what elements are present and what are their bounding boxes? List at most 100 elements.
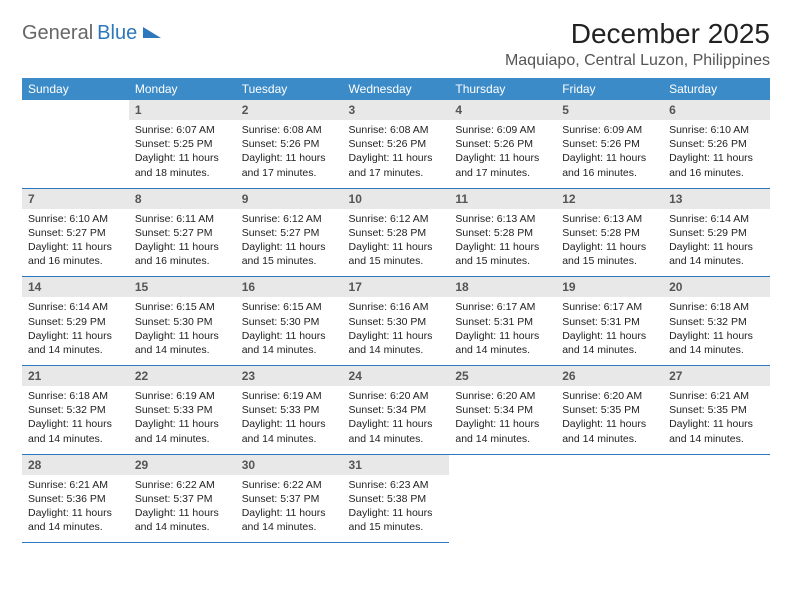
info-line: and 14 minutes. xyxy=(669,343,764,357)
info-line: Sunset: 5:25 PM xyxy=(135,137,230,151)
info-line: and 14 minutes. xyxy=(669,254,764,268)
info-line: and 17 minutes. xyxy=(349,166,444,180)
info-line: Daylight: 11 hours xyxy=(349,240,444,254)
day-cell: 14Sunrise: 6:14 AMSunset: 5:29 PMDayligh… xyxy=(22,277,129,366)
info-line: Sunset: 5:36 PM xyxy=(28,492,123,506)
info-line: Sunset: 5:27 PM xyxy=(242,226,337,240)
info-line: Daylight: 11 hours xyxy=(562,329,657,343)
day-cell: 29Sunrise: 6:22 AMSunset: 5:37 PMDayligh… xyxy=(129,454,236,543)
day-info: Sunrise: 6:23 AMSunset: 5:38 PMDaylight:… xyxy=(343,475,450,543)
day-number: 6 xyxy=(663,100,770,120)
info-line: and 17 minutes. xyxy=(242,166,337,180)
info-line: Sunrise: 6:14 AM xyxy=(669,212,764,226)
info-line: and 14 minutes. xyxy=(455,343,550,357)
logo-word-blue: Blue xyxy=(97,22,137,45)
info-line: and 14 minutes. xyxy=(242,432,337,446)
day-info: Sunrise: 6:15 AMSunset: 5:30 PMDaylight:… xyxy=(129,297,236,365)
info-line: Daylight: 11 hours xyxy=(242,240,337,254)
triangle-icon xyxy=(143,27,161,38)
info-line: and 14 minutes. xyxy=(28,343,123,357)
day-cell: 6Sunrise: 6:10 AMSunset: 5:26 PMDaylight… xyxy=(663,100,770,188)
day-cell xyxy=(22,100,129,188)
info-line: Sunset: 5:27 PM xyxy=(135,226,230,240)
day-cell: 21Sunrise: 6:18 AMSunset: 5:32 PMDayligh… xyxy=(22,366,129,455)
day-info: Sunrise: 6:15 AMSunset: 5:30 PMDaylight:… xyxy=(236,297,343,365)
day-cell: 7Sunrise: 6:10 AMSunset: 5:27 PMDaylight… xyxy=(22,188,129,277)
info-line: Sunset: 5:30 PM xyxy=(135,315,230,329)
info-line: Daylight: 11 hours xyxy=(242,151,337,165)
info-line: and 15 minutes. xyxy=(455,254,550,268)
day-cell: 27Sunrise: 6:21 AMSunset: 5:35 PMDayligh… xyxy=(663,366,770,455)
info-line: and 15 minutes. xyxy=(242,254,337,268)
day-info: Sunrise: 6:09 AMSunset: 5:26 PMDaylight:… xyxy=(449,120,556,188)
info-line: Sunset: 5:37 PM xyxy=(135,492,230,506)
info-line: Sunrise: 6:09 AM xyxy=(562,123,657,137)
info-line: Sunset: 5:27 PM xyxy=(28,226,123,240)
info-line: and 14 minutes. xyxy=(349,343,444,357)
info-line: Daylight: 11 hours xyxy=(669,151,764,165)
info-line: Daylight: 11 hours xyxy=(135,417,230,431)
day-info: Sunrise: 6:18 AMSunset: 5:32 PMDaylight:… xyxy=(663,297,770,365)
day-number: 20 xyxy=(663,277,770,297)
logo-word-gray: General xyxy=(22,22,93,45)
info-line: Daylight: 11 hours xyxy=(562,240,657,254)
day-cell: 25Sunrise: 6:20 AMSunset: 5:34 PMDayligh… xyxy=(449,366,556,455)
day-number: 4 xyxy=(449,100,556,120)
day-cell: 4Sunrise: 6:09 AMSunset: 5:26 PMDaylight… xyxy=(449,100,556,188)
info-line: Sunset: 5:28 PM xyxy=(562,226,657,240)
empty-day xyxy=(556,455,663,475)
info-line: and 14 minutes. xyxy=(28,432,123,446)
day-info: Sunrise: 6:07 AMSunset: 5:25 PMDaylight:… xyxy=(129,120,236,188)
info-line: Sunrise: 6:18 AM xyxy=(669,300,764,314)
day-number: 29 xyxy=(129,455,236,475)
day-cell: 13Sunrise: 6:14 AMSunset: 5:29 PMDayligh… xyxy=(663,188,770,277)
info-line: Sunset: 5:28 PM xyxy=(349,226,444,240)
info-line: Sunset: 5:37 PM xyxy=(242,492,337,506)
info-line: and 16 minutes. xyxy=(28,254,123,268)
day-number: 11 xyxy=(449,189,556,209)
day-info: Sunrise: 6:10 AMSunset: 5:26 PMDaylight:… xyxy=(663,120,770,188)
day-cell: 20Sunrise: 6:18 AMSunset: 5:32 PMDayligh… xyxy=(663,277,770,366)
info-line: Sunrise: 6:08 AM xyxy=(349,123,444,137)
day-number: 19 xyxy=(556,277,663,297)
info-line: Daylight: 11 hours xyxy=(455,151,550,165)
day-number: 8 xyxy=(129,189,236,209)
day-number: 10 xyxy=(343,189,450,209)
day-info: Sunrise: 6:10 AMSunset: 5:27 PMDaylight:… xyxy=(22,209,129,277)
day-cell: 31Sunrise: 6:23 AMSunset: 5:38 PMDayligh… xyxy=(343,454,450,543)
info-line: Daylight: 11 hours xyxy=(455,417,550,431)
info-line: and 14 minutes. xyxy=(562,343,657,357)
day-header: Wednesday xyxy=(343,78,450,100)
info-line: and 16 minutes. xyxy=(562,166,657,180)
day-info: Sunrise: 6:12 AMSunset: 5:28 PMDaylight:… xyxy=(343,209,450,277)
info-line: and 14 minutes. xyxy=(455,432,550,446)
info-line: Daylight: 11 hours xyxy=(28,240,123,254)
info-line: Sunrise: 6:11 AM xyxy=(135,212,230,226)
day-info: Sunrise: 6:13 AMSunset: 5:28 PMDaylight:… xyxy=(449,209,556,277)
info-line: Sunrise: 6:18 AM xyxy=(28,389,123,403)
location-subtitle: Maquiapo, Central Luzon, Philippines xyxy=(505,52,770,70)
day-cell: 9Sunrise: 6:12 AMSunset: 5:27 PMDaylight… xyxy=(236,188,343,277)
info-line: Sunset: 5:31 PM xyxy=(562,315,657,329)
info-line: Sunset: 5:33 PM xyxy=(242,403,337,417)
week-row: 1Sunrise: 6:07 AMSunset: 5:25 PMDaylight… xyxy=(22,100,770,188)
info-line: Sunset: 5:26 PM xyxy=(242,137,337,151)
info-line: Sunset: 5:31 PM xyxy=(455,315,550,329)
info-line: Daylight: 11 hours xyxy=(28,329,123,343)
info-line: Sunset: 5:35 PM xyxy=(562,403,657,417)
info-line: Daylight: 11 hours xyxy=(242,506,337,520)
day-number: 12 xyxy=(556,189,663,209)
info-line: Daylight: 11 hours xyxy=(28,417,123,431)
day-number: 21 xyxy=(22,366,129,386)
day-header-row: SundayMondayTuesdayWednesdayThursdayFrid… xyxy=(22,78,770,100)
info-line: Sunset: 5:29 PM xyxy=(669,226,764,240)
week-row: 28Sunrise: 6:21 AMSunset: 5:36 PMDayligh… xyxy=(22,454,770,543)
info-line: Sunrise: 6:10 AM xyxy=(669,123,764,137)
info-line: Sunrise: 6:20 AM xyxy=(455,389,550,403)
day-info: Sunrise: 6:20 AMSunset: 5:35 PMDaylight:… xyxy=(556,386,663,454)
info-line: Sunset: 5:34 PM xyxy=(455,403,550,417)
day-header: Thursday xyxy=(449,78,556,100)
day-info: Sunrise: 6:11 AMSunset: 5:27 PMDaylight:… xyxy=(129,209,236,277)
day-cell: 12Sunrise: 6:13 AMSunset: 5:28 PMDayligh… xyxy=(556,188,663,277)
info-line: and 15 minutes. xyxy=(349,520,444,534)
